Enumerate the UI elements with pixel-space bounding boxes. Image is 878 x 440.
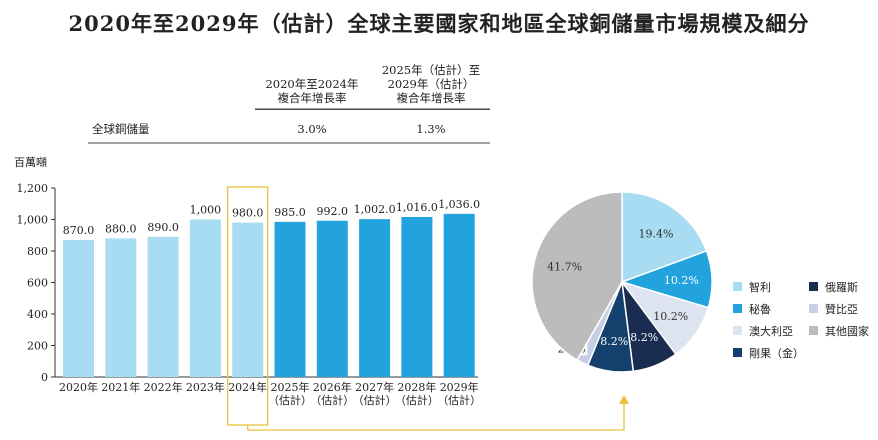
bar [189,219,221,377]
cagr-col2-header: 2029年（估計） [388,77,475,91]
pie-slice-label: 8.2% [600,335,628,348]
x-tick-label: （估計） [353,393,397,407]
bar-value-label: 1,036.0 [438,198,480,211]
bar [359,219,391,377]
x-tick-label: （估計） [268,393,312,407]
pie-slice-label: 19.4% [639,227,674,240]
pie-slice-label: 8.2% [630,331,658,344]
legend-swatch [733,348,742,357]
legend-label: 剛果（金） [749,346,804,360]
x-tick-label: 2027年 [355,380,394,394]
bar [401,216,433,377]
bar-value-label: 1,016.0 [396,201,438,214]
legend-swatch [809,326,818,335]
cagr-row-label: 全球銅儲量 [92,122,150,136]
x-tick-label: 2029年 [440,380,479,394]
x-tick-label: 2021年 [101,380,140,394]
legend-swatch [809,304,818,313]
legend-label: 澳大利亞 [749,324,793,338]
x-tick-label: 2022年 [144,380,183,394]
bar [316,220,348,377]
legend-label: 秘魯 [749,302,771,316]
pie-slice-label: 10.2% [664,274,699,287]
x-tick-label: 2025年 [271,380,310,394]
legend-label: 俄羅斯 [825,281,858,294]
legend-swatch [733,304,742,313]
bar [232,222,264,377]
y-tick-label: 600 [27,277,48,290]
x-tick-label: 2026年 [313,380,352,394]
bar [105,238,137,377]
pie-slice-label: 10.2% [653,310,688,323]
legend-label: 其他國家 [825,324,869,338]
y-tick-label: 0 [41,371,48,384]
bar-value-label: 880.0 [105,222,137,235]
bar [443,213,475,377]
cagr-col1-header: 2020年至2024年 [265,77,358,91]
cagr-col2-value: 1.3% [416,122,445,136]
legend-swatch [809,282,818,291]
highlight-connector [247,402,625,431]
bar-value-label: 992.0 [317,205,349,218]
legend-swatch [733,282,742,291]
bar [63,239,94,377]
x-tick-label: 2020年 [59,380,98,394]
x-tick-label: （估計） [437,393,481,407]
page-title: 2020年至2029年（估計）全球主要國家和地區全球銅儲量市場規模及細分 [68,11,810,36]
pie-slice [621,191,708,284]
cagr-col2-header: 複合年增長率 [397,91,466,105]
bar-value-label: 1,000 [190,204,222,217]
legend-swatch [733,326,742,335]
x-tick-label: （估計） [310,393,354,407]
y-tick-label: 1,200 [17,182,49,195]
bar-value-label: 890.0 [147,221,179,234]
y-axis-label: 百萬噸 [14,155,47,169]
bar [147,236,179,377]
bar-value-label: 870.0 [63,224,95,237]
x-tick-label: （估計） [395,393,439,407]
y-tick-label: 1,000 [17,214,49,227]
bar-value-label: 985.0 [274,206,306,219]
y-tick-label: 200 [27,340,48,353]
bar-value-label: 980.0 [232,207,264,220]
y-tick-label: 400 [27,308,48,321]
legend-label: 智利 [749,280,771,294]
legend-label: 贊比亞 [825,302,858,316]
x-tick-label: 2028年 [397,380,436,394]
bar-value-label: 1,002.0 [354,203,396,216]
x-tick-label: 2023年 [186,380,225,394]
x-tick-label: 2024年 [228,380,267,394]
pie-slice-label: 41.7% [547,261,582,274]
cagr-col1-header: 複合年增長率 [278,91,347,105]
y-tick-label: 800 [27,245,48,258]
cagr-col1-value: 3.0% [297,122,326,136]
connector-arrowhead [619,395,629,404]
pie-slice [531,191,623,362]
cagr-col2-header: 2025年（估計）至 [382,63,480,77]
bar [274,221,306,377]
